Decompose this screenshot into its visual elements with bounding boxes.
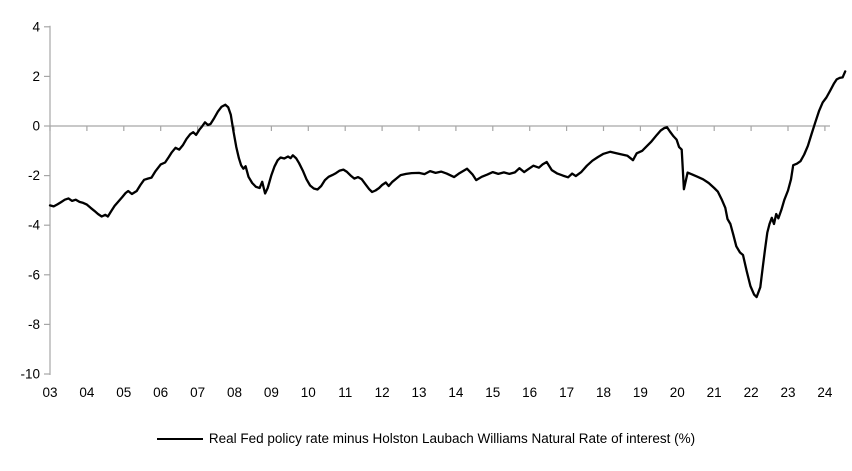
x-tick-label: 20 [670,385,685,400]
x-tick-label: 19 [633,385,648,400]
y-axis-labels: 4 2 0 -2 -4 -6 -8 -10 [20,19,40,381]
x-tick-label: 05 [116,385,131,400]
x-tick-label: 04 [79,385,95,400]
x-tick-label: 07 [190,385,205,400]
y-tick-label: 2 [32,69,40,84]
x-tick-label: 13 [411,385,426,400]
y-tick-label: -6 [28,267,40,282]
x-tick-label: 08 [227,385,242,400]
x-tick-label: 12 [375,385,390,400]
zero-axis-line [49,125,830,131]
x-tick-label: 18 [596,385,611,400]
y-tick-label: -8 [28,317,40,332]
data-series-line [48,70,847,299]
legend: Real Fed policy rate minus Holston Lauba… [0,431,852,446]
legend-line-swatch [156,437,203,440]
x-tick-label: 03 [42,385,57,400]
y-tick-label: -4 [28,218,40,233]
y-tick-label: 0 [32,119,40,134]
x-tick-label: 06 [153,385,168,400]
y-axis [44,25,51,375]
y-tick-label: 4 [32,19,40,34]
x-tick-label: 17 [559,385,574,400]
x-tick-label: 15 [485,385,500,400]
x-tick-label: 23 [780,385,795,400]
x-tick-label: 24 [817,385,833,400]
y-tick-label: -2 [28,168,40,183]
x-tick-label: 14 [448,385,464,400]
x-tick-label: 22 [744,385,759,400]
x-tick-label: 21 [707,385,722,400]
y-tick-label: -10 [20,367,40,382]
legend-label: Real Fed policy rate minus Holston Lauba… [208,431,696,446]
x-tick-label: 09 [264,385,279,400]
x-axis-labels: 03 04 05 06 07 08 09 10 11 12 13 14 15 16 17 18 19 20 21 22… [42,385,832,400]
chart-plot-area: 03 04 05 06 07 08 09 10 11 12 13 14 15 16 17 18 19 20 21 22… [20,19,847,400]
x-tick-label: 10 [301,385,316,400]
x-tick-label: 11 [338,385,352,400]
x-tick-label: 16 [522,385,537,400]
